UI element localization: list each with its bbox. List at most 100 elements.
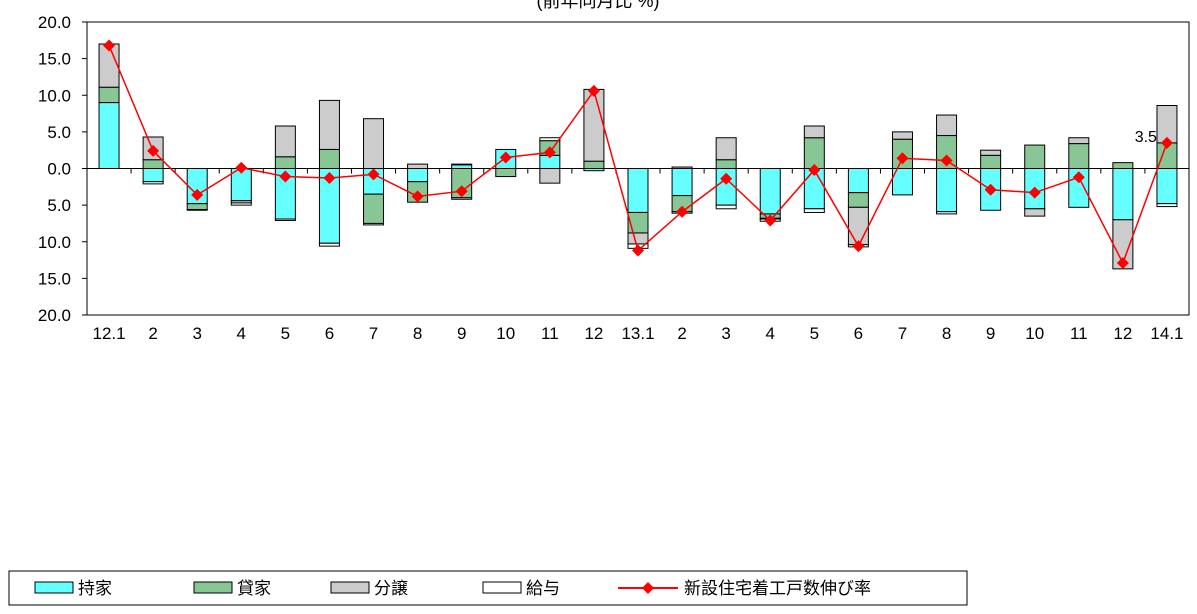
x-tick-label: 2 [677,324,686,343]
growth-point [984,183,997,196]
bar-segment [451,163,473,166]
bar-segment [274,156,296,169]
bar-segment [142,168,164,183]
x-tick-label: 11 [1070,324,1088,343]
bar-segment [627,232,649,245]
growth-point [191,188,204,201]
x-tick-label: 7 [898,324,907,343]
legend-label-growth: 新設住宅着工戸数伸び率 [684,579,871,599]
growth-point [1116,256,1129,269]
legend-swatch-owner [34,581,74,594]
growth-point [411,190,424,203]
bar-segment [803,125,825,139]
growth-point [632,244,644,257]
bar-segment [98,102,120,169]
bar-segment [627,168,649,213]
bar-segment [142,159,164,170]
bar-segment [847,206,869,246]
bar-segment [715,137,737,161]
growth-line-layer [103,39,1173,269]
x-tick-label: 12.1 [92,324,125,343]
bar-segment [142,181,164,185]
bar-segment [583,160,605,170]
legend-label-owner: 持家 [78,579,112,599]
bar-segment [539,137,561,142]
bar-segment [936,168,958,213]
bar-segment [495,168,517,178]
bar-segment [1068,137,1090,145]
x-tick-label: 4 [237,324,246,343]
annotations: 3.5 [1135,129,1157,146]
bar-segment [539,168,561,184]
growth-point [455,185,468,198]
y-tick-label: 5.0 [47,123,71,142]
y-tick-label: 10.0 [38,86,71,105]
legend-swatch-company [482,581,522,594]
bar-segment [1156,168,1178,205]
zero-axis [86,168,1190,174]
bar-segment [230,202,252,206]
bar-segment [847,168,869,194]
y-tick-label: 0.0 [47,160,71,179]
bars-layer [98,43,1178,270]
bar-segment [318,99,340,150]
x-axis-ticks: 12.1 2 3 4 5 6 7 8 9 10 11 12 13.1 2 3 4 5 6 7 8 9 10 11 12 14.1 [92,324,1183,343]
growth-point [279,170,292,183]
x-tick-label: 5 [810,324,819,343]
bar-segment [980,149,1002,156]
bar-segment [98,86,120,104]
x-tick-label: 13.1 [621,324,654,343]
legend: 持家 貸家 分譲 給与 新設住宅着工戸数伸び率 [8,570,968,606]
x-tick-label: 7 [369,324,378,343]
x-tick-label: 8 [413,324,422,343]
bar-segment [1156,203,1178,208]
x-tick-label: 8 [942,324,951,343]
growth-point [1072,171,1085,184]
growth-point [543,146,556,159]
growth-point [1160,136,1173,149]
bar-segment [363,222,385,226]
bar-segment [1024,208,1046,217]
bar-segment [1112,162,1134,169]
growth-point [896,152,909,165]
y-tick-label: 20.0 [38,306,71,325]
y-tick-label: 15.0 [38,50,71,69]
x-tick-label: 10 [1025,324,1044,343]
x-tick-label: 6 [854,324,863,343]
bar-segment [980,154,1002,170]
legend-swatch-rental [193,581,233,594]
x-tick-label: 3 [721,324,730,343]
growth-point [499,151,512,164]
growth-point [103,39,116,52]
last-value-label: 3.5 [1135,129,1157,146]
growth-point [1028,186,1041,199]
bar-segment [451,164,473,169]
bar-segment [274,218,296,222]
y-tick-label: 20.0 [38,13,71,32]
growth-point [367,168,380,181]
bar-segment [715,159,737,170]
growth-point [940,154,953,167]
legend-label-company: 給与 [526,579,560,599]
x-tick-label: 2 [148,324,157,343]
y-tick-label: 15.0 [38,269,71,288]
y-tick-label: 5.0 [47,196,71,215]
bar-segment [1068,143,1090,170]
growth-point [808,163,821,176]
bar-segment [759,168,781,215]
x-tick-label: 6 [325,324,334,343]
chart-title: (前年同月比 %) [537,0,660,11]
x-tick-label: 12 [1113,324,1132,343]
bar-segment [936,114,958,137]
bar-segment [803,208,825,213]
x-tick-label: 12 [584,324,603,343]
legend-swatch-sale [330,581,370,594]
bar-segment [407,163,429,169]
x-tick-label: 9 [986,324,995,343]
bar-segment [715,204,737,210]
growth-point [720,172,733,185]
growth-point [587,84,600,97]
x-tick-label: 4 [766,324,775,343]
y-axis-ticks: 20.0 15.0 10.0 5.0 0.0 5.0 10.0 15.0 20.0 [38,13,87,325]
